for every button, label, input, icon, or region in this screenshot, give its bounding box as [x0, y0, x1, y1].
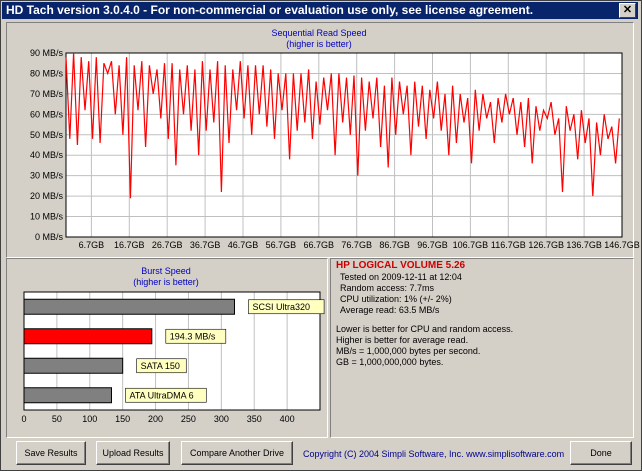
burst-bar-label: SCSI Ultra320 — [252, 302, 310, 312]
burst-plot-border — [23, 291, 321, 411]
compare-another-drive-button[interactable]: Compare Another Drive — [181, 441, 293, 465]
read-speed-series-line — [65, 52, 620, 199]
x-tick-label: 36.7GB — [190, 240, 221, 250]
y-tick-label: 50 MB/s — [30, 130, 64, 140]
note-higher-better: Higher is better for average read. — [336, 335, 469, 345]
burst-x-tick-label: 250 — [181, 414, 196, 424]
close-icon[interactable]: ✕ — [619, 3, 636, 18]
y-tick-label: 80 MB/s — [30, 68, 64, 78]
x-tick-label: 16.7GB — [114, 240, 145, 250]
burst-bar — [23, 387, 112, 404]
burst-bar-label: ATA UltraDMA 6 — [129, 390, 193, 400]
burst-bar-label-box — [125, 387, 207, 403]
burst-bar-label-box — [165, 328, 227, 344]
burst-x-tick-label: 300 — [214, 414, 229, 424]
burst-x-tick-label: 150 — [115, 414, 130, 424]
burst-x-tick-label: 50 — [52, 414, 62, 424]
y-tick-label: 60 MB/s — [30, 109, 64, 119]
note-lower-better: Lower is better for CPU and random acces… — [336, 324, 514, 334]
burst-chart-subtitle: (higher is better) — [133, 277, 199, 287]
x-tick-label: 116.7GB — [491, 240, 526, 250]
x-tick-label: 46.7GB — [228, 240, 259, 250]
done-button[interactable]: Done — [570, 441, 632, 465]
drive-name: HP LOGICAL VOLUME 5.26 — [336, 260, 466, 271]
burst-x-tick-label: 200 — [148, 414, 163, 424]
burst-chart-panel — [6, 258, 328, 438]
burst-bar — [23, 357, 124, 374]
x-tick-label: 96.7GB — [417, 240, 448, 250]
y-tick-label: 20 MB/s — [30, 191, 64, 201]
x-tick-label: 76.7GB — [341, 240, 372, 250]
burst-x-tick-label: 100 — [82, 414, 97, 424]
tested-on: Tested on 2009-12-11 at 12:04 — [340, 272, 462, 282]
y-tick-label: 0 MB/s — [35, 232, 64, 242]
x-tick-label: 136.7GB — [566, 240, 602, 250]
y-tick-label: 10 MB/s — [30, 212, 64, 222]
drive-info-panel — [330, 258, 634, 438]
copyright-text: Copyright (C) 2004 Simpli Software, Inc.… — [303, 449, 565, 459]
cpu-utilization: CPU utilization: 1% (+/- 2%) — [340, 294, 452, 304]
read-chart-panel — [6, 22, 634, 258]
burst-x-tick-label: 400 — [280, 414, 295, 424]
random-access: Random access: 7.7ms — [340, 283, 435, 293]
burst-bar-label-box — [248, 299, 325, 315]
burst-bar-label-box — [136, 358, 187, 374]
y-tick-label: 70 MB/s — [30, 89, 64, 99]
y-tick-label: 30 MB/s — [30, 171, 64, 181]
x-tick-label: 56.7GB — [266, 240, 297, 250]
title-bar: HD Tach version 3.0.4.0 - For non-commer… — [2, 2, 638, 19]
read-chart-subtitle: (higher is better) — [286, 39, 352, 49]
x-tick-label: 146.7GB — [604, 240, 640, 250]
x-tick-label: 66.7GB — [304, 240, 335, 250]
burst-bar-label: SATA 150 — [141, 361, 180, 371]
x-tick-label: 106.7GB — [453, 240, 489, 250]
window-title: HD Tach version 3.0.4.0 - For non-commer… — [6, 3, 534, 17]
burst-x-tick-label: 0 — [21, 414, 26, 424]
average-read: Average read: 63.5 MB/s — [340, 305, 440, 315]
burst-bar — [23, 298, 235, 315]
burst-bar — [23, 328, 153, 345]
read-plot-border — [65, 52, 623, 238]
burst-bar-label: 194.3 MB/s — [170, 331, 216, 341]
burst-chart-title: Burst Speed — [141, 266, 191, 276]
save-results-button[interactable]: Save Results — [16, 441, 86, 465]
x-tick-label: 126.7GB — [528, 240, 564, 250]
y-tick-label: 40 MB/s — [30, 150, 64, 160]
x-tick-label: 26.7GB — [152, 240, 183, 250]
burst-x-tick-label: 350 — [247, 414, 262, 424]
note-mbs-definition: MB/s = 1,000,000 bytes per second. — [336, 346, 481, 356]
y-tick-label: 90 MB/s — [30, 48, 64, 58]
upload-results-button[interactable]: Upload Results — [96, 441, 170, 465]
x-tick-label: 6.7GB — [79, 240, 105, 250]
x-tick-label: 86.7GB — [379, 240, 410, 250]
note-gb-definition: GB = 1,000,000,000 bytes. — [336, 357, 444, 367]
read-chart-title: Sequential Read Speed — [271, 28, 367, 38]
